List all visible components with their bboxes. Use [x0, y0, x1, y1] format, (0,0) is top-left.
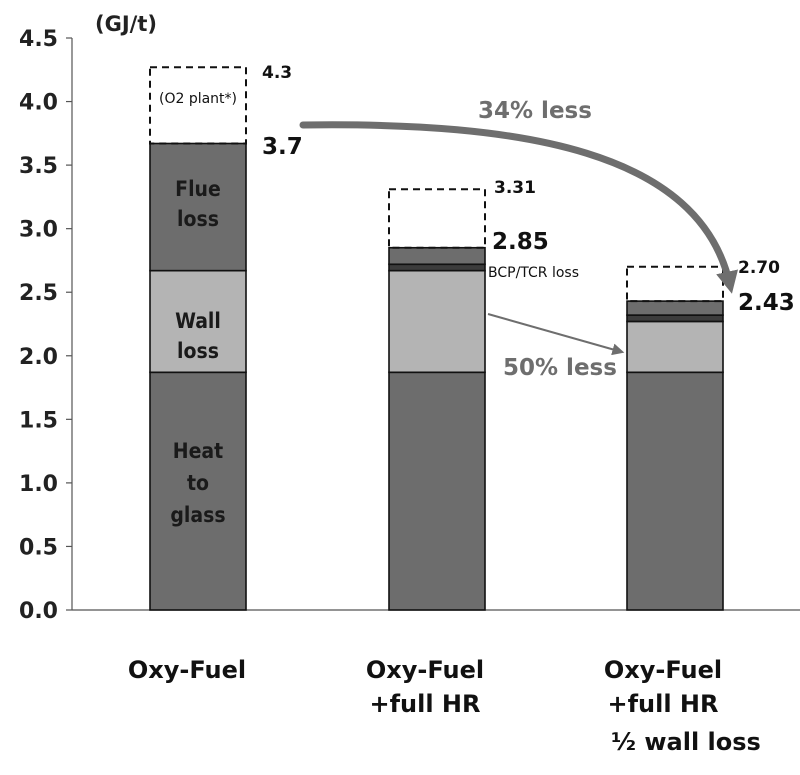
y-ticks: 0.0 0.5 1.0 1.5 2.0 2.5 3.0 3.5 4.0 4.5	[19, 27, 72, 624]
bar-segment-heat-to-glass-1	[149, 371, 247, 611]
bar-segment-wall-loss-2	[388, 269, 486, 374]
heat-to-glass-label: Heat to glass	[170, 439, 225, 527]
svg-text:Wall: Wall	[175, 309, 221, 333]
o2-plant-label: (O2 plant*)	[159, 91, 237, 107]
svg-text:to: to	[187, 471, 209, 495]
total-o2-bar-1: 4.3	[262, 63, 292, 83]
y-tick-label: 3.0	[19, 218, 58, 243]
bar-segment-heat-to-glass-2	[388, 371, 486, 611]
y-tick-label: 1.0	[19, 472, 58, 497]
y-tick-label: 4.5	[19, 27, 58, 52]
y-tick-label: 4.0	[19, 91, 58, 116]
bar-segment-flue-loss-2	[388, 246, 486, 266]
arrow-50-less	[487, 313, 625, 356]
wall-loss-label: Wall loss	[175, 309, 221, 363]
flue-loss-label: Flue loss	[175, 177, 221, 231]
svg-text:loss: loss	[177, 207, 219, 231]
y-tick-label: 2.5	[19, 281, 58, 306]
total-o2-bar-2: 3.31	[494, 178, 536, 198]
total-bar-2: 2.85	[492, 229, 549, 255]
y-tick-label: 2.0	[19, 345, 58, 370]
callout-50-less: 50% less	[503, 355, 617, 381]
bar-segment-flue-loss-3	[626, 300, 724, 316]
svg-text:Oxy-Fuel: Oxy-Fuel	[128, 656, 246, 684]
y-tick-label: 1.5	[19, 408, 58, 433]
category-label-2: Oxy-Fuel +full HR	[366, 656, 484, 718]
svg-text:½ wall loss: ½ wall loss	[611, 728, 761, 756]
svg-text:glass: glass	[170, 503, 225, 527]
category-label-3: Oxy-Fuel +full HR ½ wall loss	[604, 656, 761, 756]
svg-text:Heat: Heat	[173, 439, 223, 463]
svg-text:Oxy-Fuel: Oxy-Fuel	[366, 656, 484, 684]
bar-segment-bcp-tcr-loss-2	[388, 263, 486, 272]
svg-text:Oxy-Fuel: Oxy-Fuel	[604, 656, 722, 684]
bar-segment-heat-to-glass-3	[626, 371, 724, 611]
total-o2-bar-3: 2.70	[738, 258, 780, 278]
y-tick-label: 3.5	[19, 154, 58, 179]
bars	[149, 66, 724, 611]
total-bar-3: 2.43	[738, 290, 795, 316]
total-bar-1: 3.7	[262, 134, 303, 160]
bar-segment-o2-plant-3	[626, 265, 724, 303]
bar-segment-o2-plant-2	[388, 188, 486, 249]
svg-text:+full HR: +full HR	[607, 690, 718, 718]
category-label-1: Oxy-Fuel	[128, 656, 246, 684]
svg-text:+full HR: +full HR	[369, 690, 480, 718]
y-tick-label: 0.0	[19, 599, 58, 624]
callout-34-less: 34% less	[478, 98, 592, 124]
y-tick-label: 0.5	[19, 535, 58, 560]
bcp-tcr-label: BCP/TCR loss	[488, 265, 579, 281]
svg-text:loss: loss	[177, 339, 219, 363]
bar-segment-o2-plant-1	[149, 66, 247, 145]
bar-segment-bcp-tcr-loss-3	[626, 314, 724, 323]
svg-text:Flue: Flue	[175, 177, 221, 201]
bar-segment-wall-loss-3	[626, 320, 724, 374]
arrow-34-less	[299, 121, 738, 294]
y-unit-label: (GJ/t)	[95, 12, 157, 36]
